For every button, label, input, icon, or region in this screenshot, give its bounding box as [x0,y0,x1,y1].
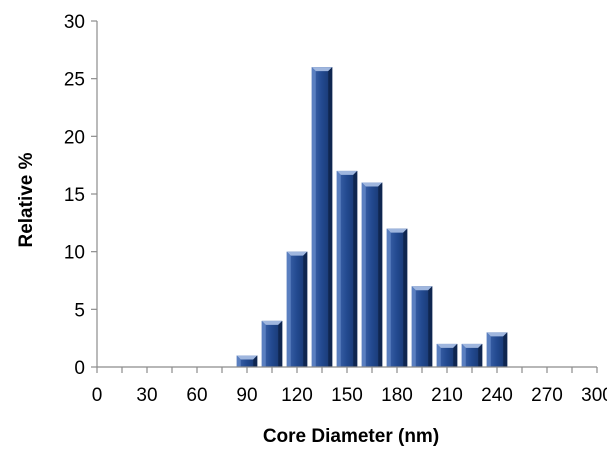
bar-body [436,343,458,367]
y-tick-label: 0 [74,358,85,379]
bar [261,320,283,367]
x-tick-label: 180 [381,385,413,406]
x-tick-label: 240 [481,385,513,406]
bar-body [286,251,308,367]
bar [236,355,258,367]
bar-body [311,67,333,367]
bar-body [336,170,358,367]
x-tick-label: 210 [431,385,463,406]
bar [386,228,408,367]
bar [286,251,308,367]
bar [486,332,508,367]
x-tick-label: 300 [581,385,607,406]
x-tick-label: 0 [92,385,103,406]
bar-body [461,343,483,367]
y-axis-ticks: 0 5 10 15 20 25 30 [64,12,97,379]
y-axis-title: Relative % [16,152,37,247]
x-tick-label: 90 [236,385,257,406]
y-tick-label: 25 [64,70,85,91]
x-axis-title: Core Diameter (nm) [263,426,439,447]
x-tick-label: 30 [136,385,157,406]
x-tick-label: 270 [531,385,563,406]
bar [411,286,433,367]
bars-group [236,67,508,367]
bar [336,170,358,367]
x-tick-label: 150 [331,385,363,406]
bar-body [486,332,508,367]
plot-area: 0 5 10 15 20 25 30 0 30 60 90 120 150 180 210 240 270 30… [64,12,607,406]
bar [361,182,383,367]
x-tick-label: 120 [281,385,313,406]
y-tick-label: 20 [64,127,85,148]
bar [311,67,333,367]
bar [461,343,483,367]
bar-body [236,355,258,367]
x-tick-label: 60 [186,385,207,406]
x-axis-ticks: 0 30 60 90 120 150 180 210 240 270 300 [92,367,607,406]
y-tick-label: 30 [64,12,85,33]
bar-body [411,286,433,367]
bar-body [361,182,383,367]
bar [436,343,458,367]
bar-body [386,228,408,367]
y-tick-label: 15 [64,185,85,206]
y-tick-label: 5 [74,300,85,321]
bar-body [261,320,283,367]
y-tick-label: 10 [64,243,85,264]
